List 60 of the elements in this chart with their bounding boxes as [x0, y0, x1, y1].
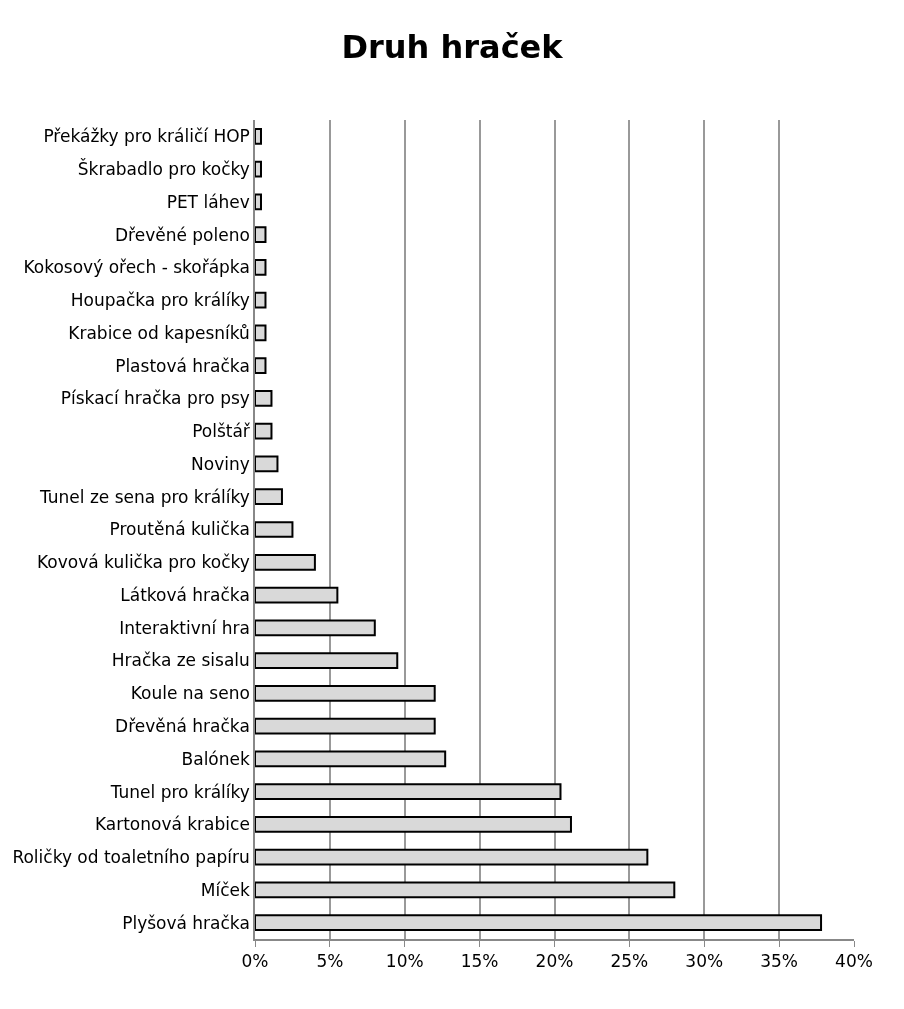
y-tick-label: Dřevěné poleno — [114, 224, 250, 245]
y-tick-label: Hračka ze sisalu — [111, 650, 250, 671]
y-tick-label: Škrabadlo pro kočky — [77, 158, 250, 180]
y-tick-label: Noviny — [191, 453, 250, 474]
y-tick-label: Krabice od kapesníků — [68, 322, 250, 343]
y-tick-label: Kovová kulička pro kočky — [37, 552, 250, 573]
bar — [255, 455, 279, 473]
bar — [255, 128, 262, 145]
y-tick-label: Interaktivní hra — [119, 617, 250, 638]
x-tick-label: 30% — [685, 951, 724, 972]
x-tick-label: 10% — [385, 951, 424, 972]
y-tick-label: Látková hračka — [120, 584, 250, 605]
bar — [255, 783, 562, 800]
bar — [255, 488, 283, 506]
y-tick-label: Kokosový ořech - skořápka — [23, 257, 250, 278]
y-tick-label: Roličky od toaletního papíru — [12, 847, 250, 868]
bar — [255, 160, 262, 178]
bar — [255, 815, 572, 833]
x-tick-label: 5% — [316, 951, 344, 972]
bar — [255, 422, 273, 440]
bar — [255, 586, 339, 604]
bar — [255, 652, 399, 669]
bar — [255, 226, 267, 244]
bar — [255, 914, 823, 931]
y-tick-label: Balónek — [181, 748, 250, 769]
x-tick-label: 35% — [760, 951, 799, 972]
y-tick-label: PET láhev — [166, 191, 250, 212]
y-tick-label: Proutěná kulička — [109, 519, 250, 540]
bar — [255, 684, 436, 702]
y-tick-label: Míček — [200, 879, 250, 900]
bar — [255, 324, 267, 342]
bar — [255, 357, 267, 375]
bar — [255, 390, 273, 407]
y-tick-label: Plyšová hračka — [122, 912, 250, 933]
y-tick-label: Polštář — [192, 421, 251, 442]
y-tick-label: Tunel ze sena pro králíky — [39, 486, 250, 507]
x-tick-label: 20% — [535, 951, 574, 972]
y-tick-label: Plastová hračka — [115, 355, 250, 376]
bar — [255, 521, 294, 538]
bar — [255, 619, 376, 637]
y-tick-label: Pískací hračka pro psy — [60, 388, 250, 409]
x-tick-label: 0% — [241, 951, 269, 972]
bar — [255, 848, 649, 866]
bar — [255, 750, 447, 768]
x-tick-label: 15% — [460, 951, 499, 972]
chart-title: Druh hraček — [341, 27, 564, 66]
bar — [255, 291, 267, 309]
bar — [255, 881, 676, 899]
y-tick-label: Kartonová krabice — [94, 814, 250, 835]
bar — [255, 193, 262, 211]
x-tick-label: 40% — [835, 951, 873, 972]
y-tick-label: Překážky pro králičí HOP — [43, 126, 250, 147]
bar — [255, 553, 316, 571]
y-tick-label: Koule na seno — [130, 683, 250, 704]
y-tick-label: Tunel pro králíky — [109, 781, 250, 802]
bar — [255, 259, 267, 276]
y-tick-label: Dřevěná hračka — [115, 716, 250, 737]
x-tick-label: 25% — [610, 951, 649, 972]
bar — [255, 717, 436, 735]
y-tick-label: Houpačka pro králíky — [70, 290, 250, 311]
